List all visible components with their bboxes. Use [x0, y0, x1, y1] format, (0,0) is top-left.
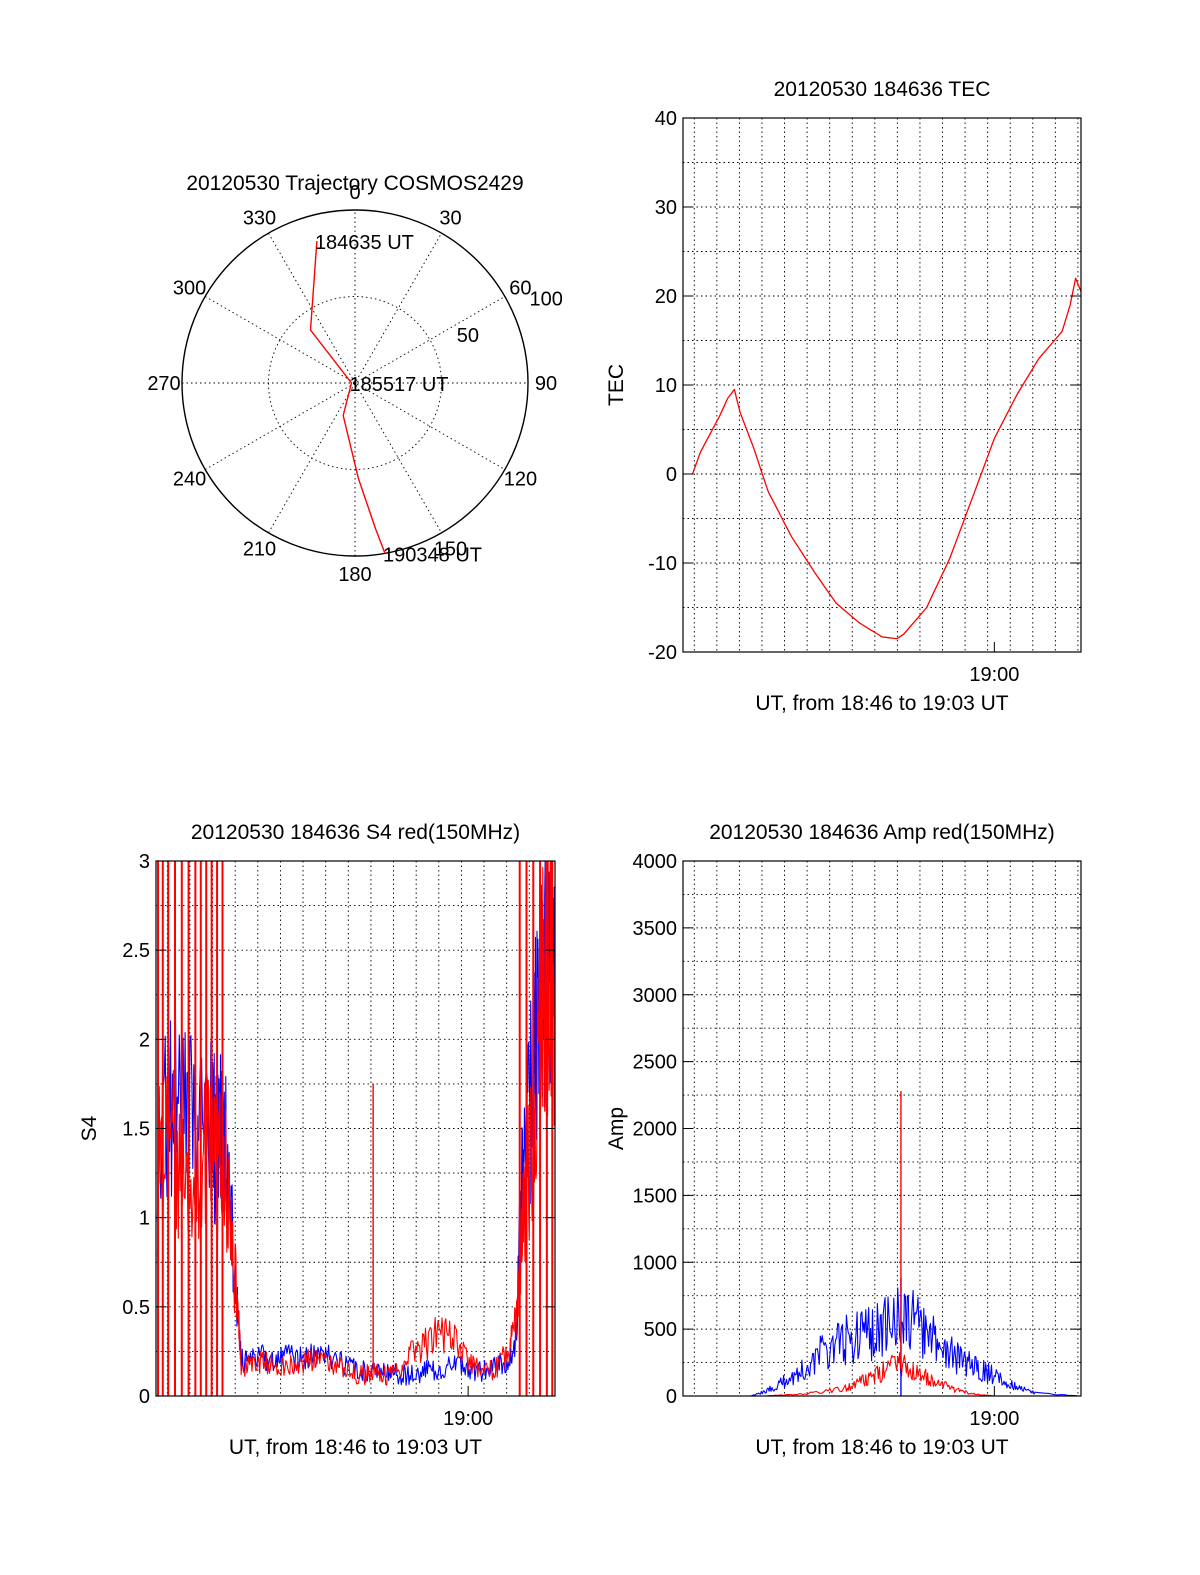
amp-ticks: 0 500 1000 1500 2000 2500 3000 3500 4000 19:00	[633, 851, 1081, 1430]
amp-x-axis-label: UT, from 18:46 to 19:03 UT	[755, 1436, 1008, 1459]
y-tick-label: 3500	[633, 918, 678, 940]
azimuth-label: 90	[535, 373, 557, 395]
radial-label: 100	[530, 289, 563, 311]
y-tick-label: 1.5	[122, 1119, 150, 1141]
amp-y-axis-label: Amp	[605, 1107, 628, 1150]
y-tick-label: 1500	[633, 1185, 678, 1207]
s4-x-axis-label: UT, from 18:46 to 19:03 UT	[229, 1436, 482, 1459]
amp-series	[683, 1091, 1081, 1396]
tec-series	[691, 277, 1081, 640]
azimuth-label: 150	[434, 538, 467, 560]
y-tick-label: -10	[648, 553, 677, 575]
y-tick-label: 2500	[633, 1052, 678, 1074]
y-tick-label: 500	[644, 1319, 677, 1341]
azimuth-label: 210	[243, 538, 276, 560]
polar-spoke	[268, 232, 442, 534]
amp-plot: 20120530 184636 Amp red(150MHz) 0 500 1000…	[605, 821, 1082, 1459]
polar-spoke	[268, 232, 442, 534]
tec-grid	[683, 118, 1081, 652]
y-tick-label: -20	[648, 642, 677, 664]
azimuth-label: 240	[173, 469, 206, 491]
trajectory-polar-plot: 20120530 Trajectory COSMOS2429 0 30 60 90 12…	[147, 172, 563, 586]
y-tick-label: 0.5	[122, 1297, 150, 1319]
series-line-red	[683, 1352, 1081, 1396]
y-tick-label: 4000	[633, 851, 678, 873]
y-tick-label: 0	[139, 1386, 150, 1408]
y-tick-label: 40	[655, 108, 677, 130]
y-tick-label: 3000	[633, 985, 678, 1007]
amp-title: 20120530 184636 Amp red(150MHz)	[709, 821, 1055, 844]
trajectory-point-label: 185517 UT	[350, 374, 449, 396]
azimuth-label: 120	[504, 469, 537, 491]
azimuth-label: 180	[338, 564, 371, 586]
azimuth-label: 0	[349, 182, 360, 204]
x-tick-label: 19:00	[443, 1408, 493, 1430]
s4-plot: 20120530 184636 S4 red(150MHz) 0 0.5 1 1.5 2…	[78, 821, 556, 1459]
amp-grid	[683, 861, 1081, 1396]
tec-plot: 20120530 184636 TEC -20 -10 0 10 20 30 40 19:00…	[605, 78, 1082, 715]
y-tick-label: 2	[139, 1029, 150, 1051]
y-tick-label: 20	[655, 286, 677, 308]
trajectory-title: 20120530 Trajectory COSMOS2429	[186, 172, 523, 195]
s4-frame	[155, 860, 556, 1397]
polar-spoke	[204, 296, 506, 470]
y-tick-label: 1000	[633, 1252, 678, 1274]
azimuth-label: 30	[439, 208, 461, 230]
y-tick-label: 0	[666, 1386, 677, 1408]
series-clip-group	[156, 861, 555, 1396]
series-clip-group	[683, 1091, 1081, 1396]
trajectory-point-label: 190348 UT	[383, 544, 482, 566]
y-tick-label: 10	[655, 375, 677, 397]
trajectory-point-labels: 184635 UT 185517 UT 190348 UT	[315, 232, 482, 566]
series-line-blue	[683, 1287, 1081, 1396]
tec-frame	[682, 117, 1082, 653]
tec-ticks: -20 -10 0 10 20 30 40 19:00	[648, 108, 1081, 686]
y-tick-label: 30	[655, 197, 677, 219]
y-tick-label: 3	[139, 851, 150, 873]
amp-frame	[682, 860, 1082, 1397]
azimuth-label: 300	[173, 278, 206, 300]
polar-azimuth-labels: 0 30 60 90 120 150 180 210 240 270 300 330	[147, 182, 557, 586]
s4-title: 20120530 184636 S4 red(150MHz)	[191, 821, 520, 844]
y-tick-label: 1	[139, 1208, 150, 1230]
series-line-red	[156, 861, 555, 1386]
s4-y-axis-label: S4	[78, 1115, 101, 1141]
trajectory-series	[309, 240, 386, 554]
x-tick-label: 19:00	[969, 664, 1019, 686]
tec-y-axis-label: TEC	[605, 364, 628, 406]
azimuth-label: 330	[243, 208, 276, 230]
series-clip-group	[691, 277, 1081, 640]
y-tick-label: 2.5	[122, 940, 150, 962]
y-tick-label: 0	[666, 464, 677, 486]
polar-grid	[181, 209, 529, 557]
series-line-red	[691, 277, 1081, 640]
radial-label: 50	[457, 325, 479, 347]
trajectory-point-label: 184635 UT	[315, 232, 414, 254]
trajectory-line	[309, 240, 386, 554]
tec-title: 20120530 184636 TEC	[774, 78, 991, 101]
tec-x-axis-label: UT, from 18:46 to 19:03 UT	[755, 692, 1008, 715]
x-tick-label: 19:00	[969, 1408, 1019, 1430]
azimuth-label: 60	[509, 278, 531, 300]
s4-series	[156, 861, 555, 1396]
polar-radial-labels: 50 100	[457, 289, 563, 348]
azimuth-label: 270	[147, 373, 180, 395]
s4-ticks: 0 0.5 1 1.5 2 2.5 3 19:00	[122, 851, 555, 1430]
y-tick-label: 2000	[633, 1119, 678, 1141]
polar-spoke	[204, 296, 506, 470]
